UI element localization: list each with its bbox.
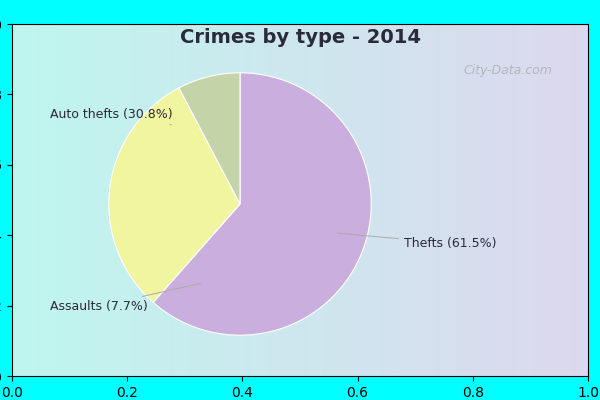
Text: Thefts (61.5%): Thefts (61.5%) xyxy=(337,233,497,250)
Wedge shape xyxy=(179,73,240,204)
Wedge shape xyxy=(153,73,371,335)
Text: Crimes by type - 2014: Crimes by type - 2014 xyxy=(179,28,421,47)
Text: Auto thefts (30.8%): Auto thefts (30.8%) xyxy=(50,108,172,125)
Text: City-Data.com: City-Data.com xyxy=(463,64,552,77)
Wedge shape xyxy=(109,88,240,302)
Text: Assaults (7.7%): Assaults (7.7%) xyxy=(50,283,200,313)
